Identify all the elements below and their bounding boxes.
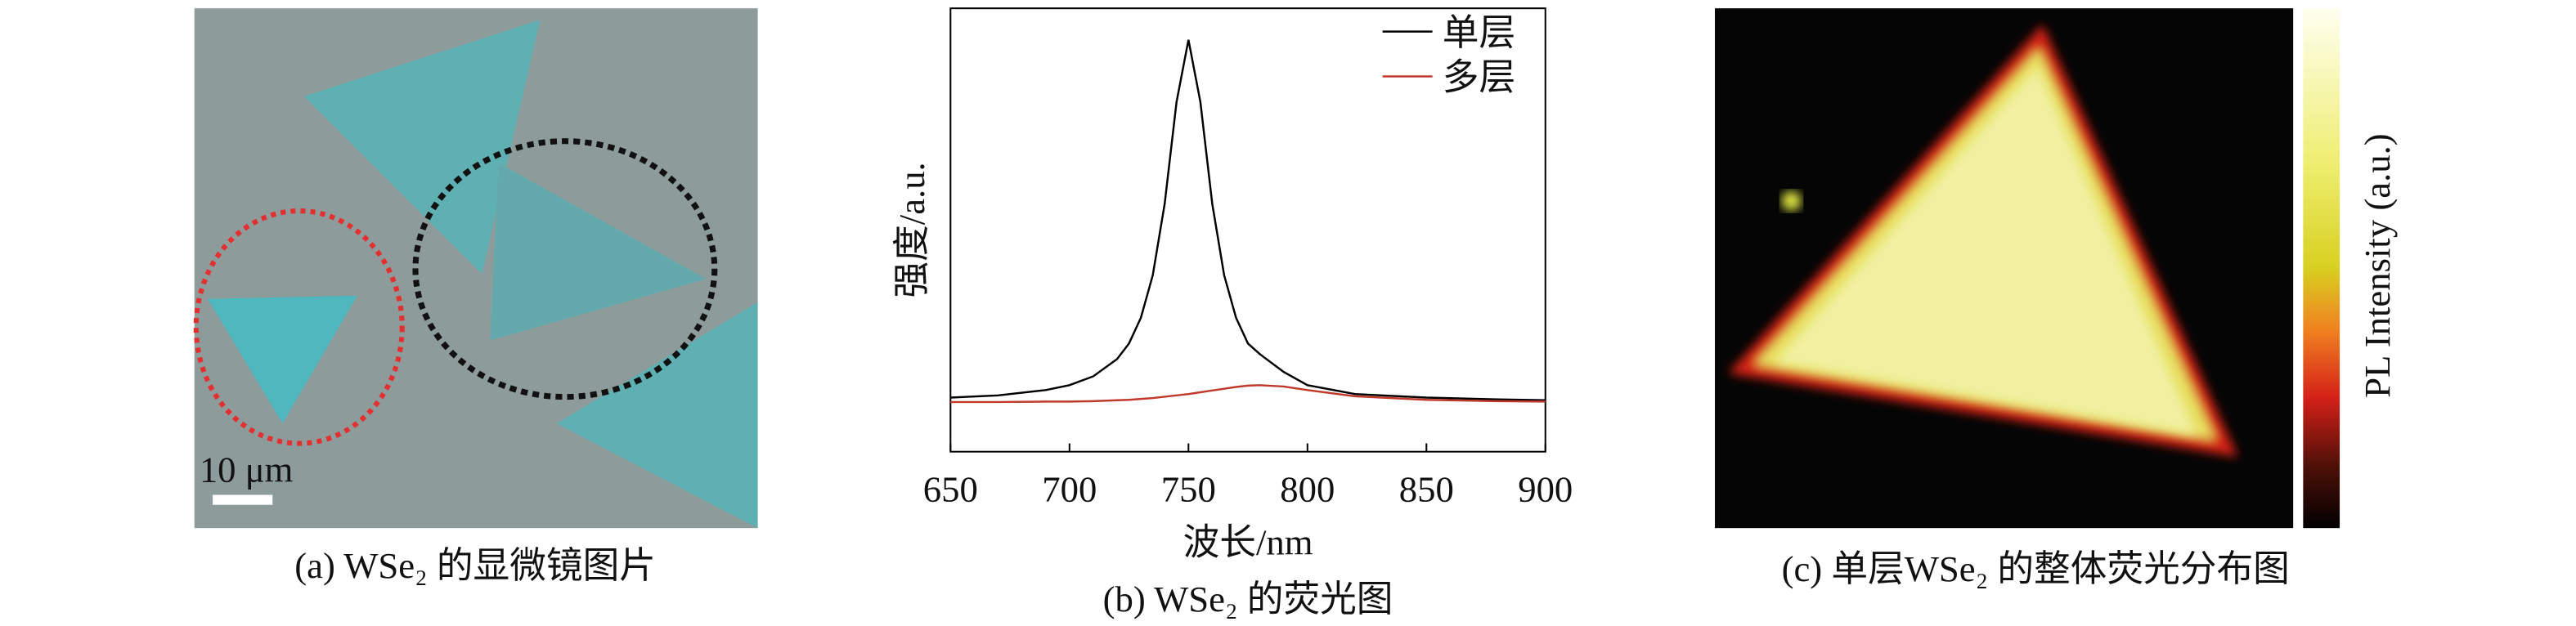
chart: [949, 7, 1546, 453]
x-tick-label: 800: [1280, 469, 1335, 510]
figure-body: 10 μm (a) WSe₂ 的显微镜图片 PL Intensity (a.u.…: [193, 7, 2398, 619]
x-tick-label: 700: [1042, 469, 1097, 510]
x-tick-label: 850: [1399, 469, 1454, 510]
series-line: [950, 384, 1546, 404]
y-axis-label: 强度/a.u.: [891, 162, 932, 297]
pl-map: [1715, 8, 2340, 529]
x-tick-label: 750: [1161, 469, 1216, 510]
legend-label: 单层: [1443, 12, 1515, 53]
caption: (c) 单层WSe₂ 的整体荧光分布图: [1782, 548, 2290, 589]
caption: (a) WSe₂ 的显微镜图片: [294, 545, 656, 586]
x-axis-label: 波长/nm: [1183, 522, 1313, 563]
x-tick-label: 650: [923, 469, 978, 510]
series-line: [950, 39, 1546, 401]
scale-bar-label: 10 μm: [200, 449, 294, 490]
caption: (b) WSe₂ 的荧光图: [1103, 579, 1393, 619]
microscope-image: [193, 8, 758, 529]
colorbar-label: PL Intensity (a.u.): [2357, 133, 2398, 398]
legend-label: 多层: [1443, 57, 1515, 98]
x-tick-label: 900: [1518, 469, 1573, 510]
plot-frame: [949, 7, 1546, 453]
